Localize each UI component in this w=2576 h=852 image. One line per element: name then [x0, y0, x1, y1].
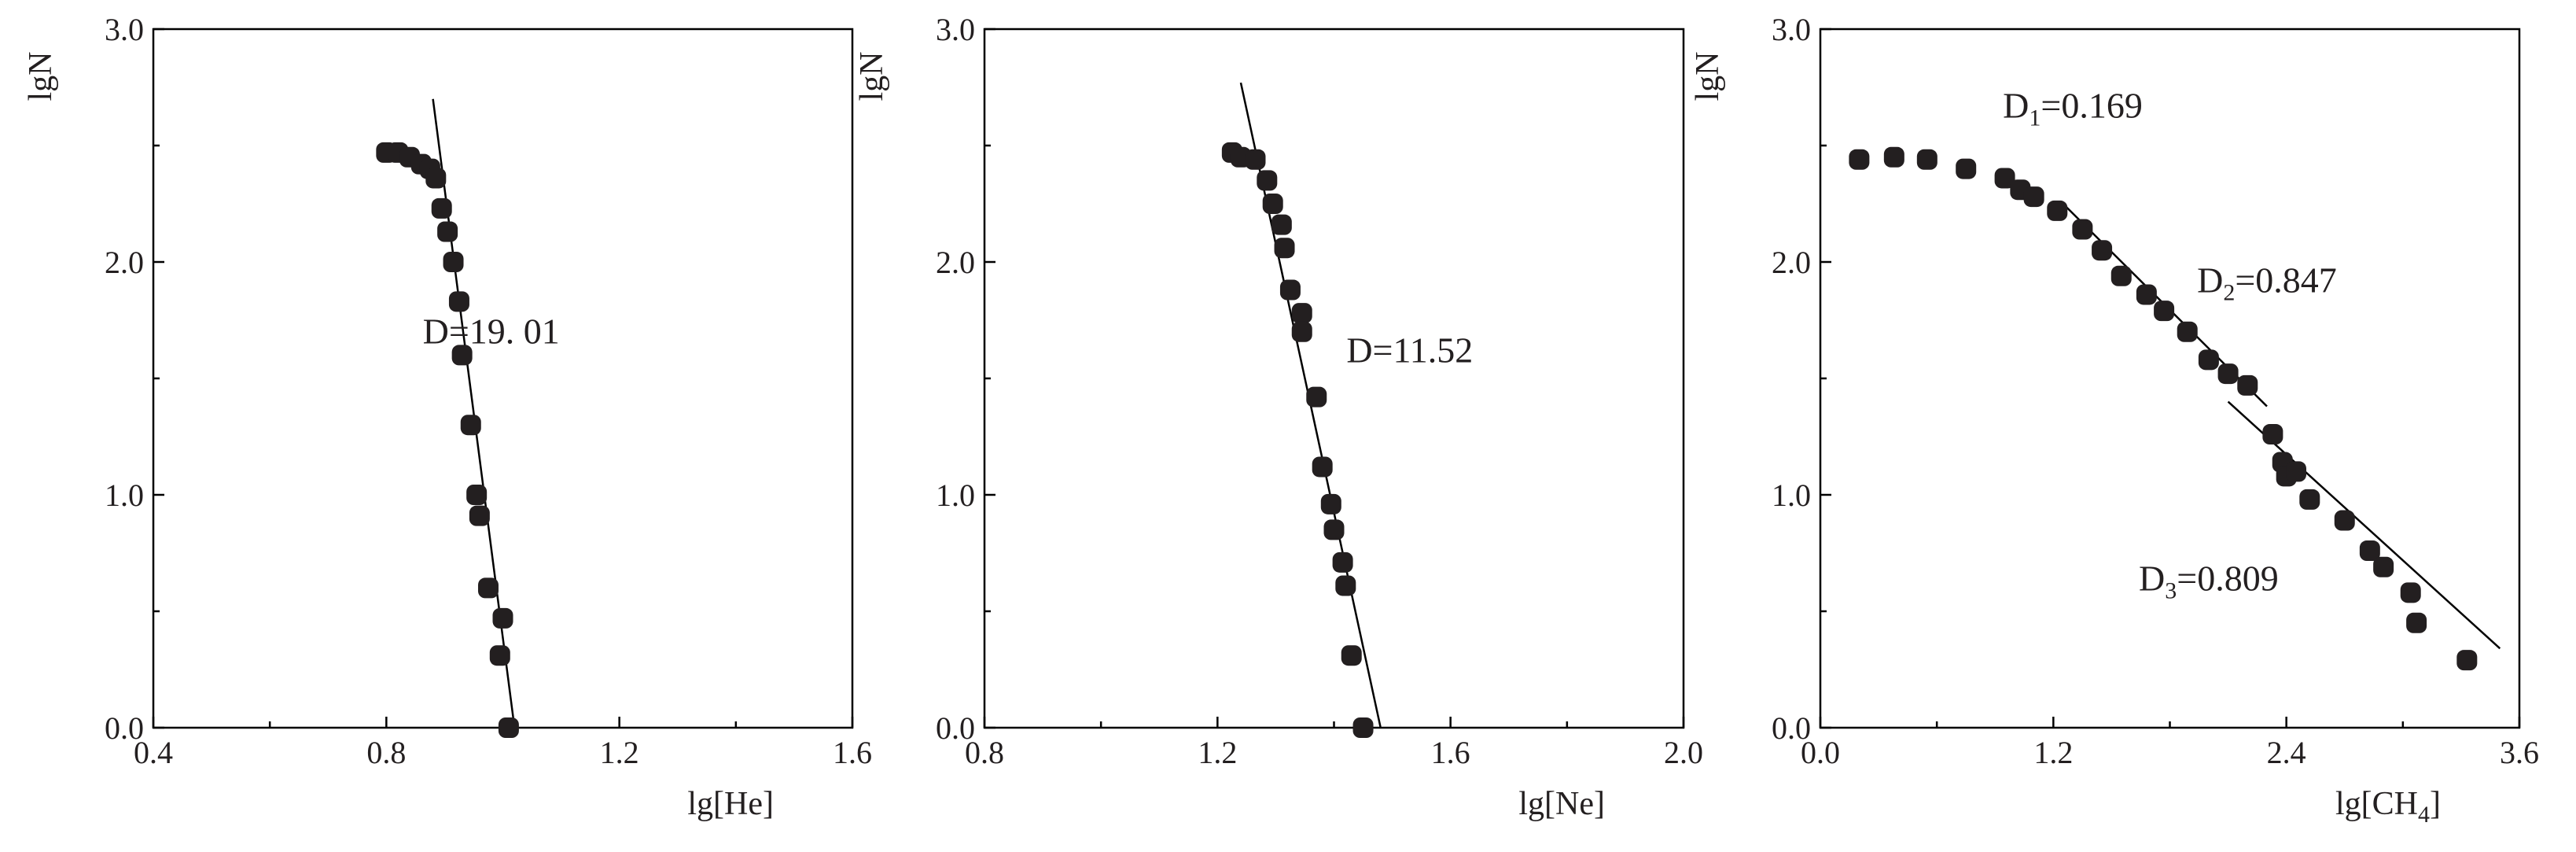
- data-point: [1323, 519, 1345, 540]
- y-axis-label: lgN: [23, 52, 59, 101]
- y-tick-label: 2.0: [936, 245, 975, 280]
- data-point: [2373, 556, 2394, 577]
- x-axis-label: lg[Ne]: [1518, 786, 1605, 822]
- data-point: [1916, 149, 1938, 170]
- plot-frame: [983, 28, 1685, 729]
- chart-panel-3: 0.0 1.2 2.4 3.6 0.0 1.0 2.0 3.0 lg[CH4] lgN D1=0.1…: [1690, 12, 2539, 828]
- slope-annotation: D=19. 01: [423, 312, 560, 352]
- y-axis-label: lgN: [854, 52, 890, 101]
- y-tick-label: 0.0: [1772, 710, 1811, 746]
- data-point: [2023, 186, 2044, 208]
- data-point: [2198, 349, 2219, 371]
- y-tick-label: 1.0: [105, 478, 144, 513]
- data-point: [2262, 424, 2283, 445]
- x-tick-label: 2.4: [2267, 735, 2306, 770]
- slope-annotation: D1=0.169: [2003, 85, 2143, 131]
- data-point: [451, 345, 473, 366]
- data-point: [1883, 146, 1904, 168]
- data-point: [1262, 194, 1283, 214]
- x-tick-label: 1.2: [2033, 735, 2073, 770]
- slope-annotation: D=11.52: [1346, 330, 1473, 370]
- data-point: [1257, 170, 1278, 191]
- data-point: [2217, 363, 2239, 385]
- data-point: [1956, 158, 1977, 179]
- data-point: [1352, 717, 1374, 738]
- data-point: [2136, 284, 2157, 305]
- y-tick-label: 0.0: [936, 710, 975, 746]
- data-point: [443, 252, 464, 272]
- y-tick-label: 3.0: [105, 12, 144, 47]
- data-point: [492, 607, 513, 629]
- data-point: [1994, 168, 2015, 189]
- x-axis-label: lg[He]: [687, 786, 774, 822]
- x-tick-label: 0.4: [134, 735, 173, 770]
- data-point: [437, 221, 458, 242]
- data-point: [2299, 489, 2320, 510]
- data-point: [469, 505, 490, 526]
- data-point: [425, 168, 447, 189]
- data-point: [2237, 374, 2258, 396]
- data-point: [2456, 650, 2478, 671]
- x-tick-label: 1.2: [1198, 735, 1237, 770]
- data-point: [1312, 456, 1333, 478]
- fit-line: [432, 98, 516, 728]
- y-axis-label: lgN: [1690, 52, 1726, 101]
- x-axis-label: lg[CH4]: [2335, 786, 2441, 828]
- chart-panel-1: 0.4 0.8 1.2 1.6 0.0 1.0 2.0 3.0 lg[He] lgN D=19. 0…: [23, 12, 872, 822]
- data-point: [1245, 149, 1266, 170]
- data-point: [1271, 214, 1292, 235]
- chart-panel-2: 0.8 1.2 1.6 2.0 0.0 1.0 2.0 3.0 lg[Ne] lgN D=11.52: [854, 12, 1703, 822]
- y-tick-label: 0.0: [105, 710, 144, 746]
- data-point: [1306, 386, 1327, 408]
- x-tick-label: 2.0: [1664, 735, 1703, 770]
- data-point: [460, 415, 481, 436]
- data-point: [466, 485, 488, 505]
- data-point: [431, 197, 452, 219]
- x-tick-label: 1.6: [833, 735, 872, 770]
- data-point: [2334, 510, 2355, 531]
- y-tick-label: 1.0: [936, 478, 975, 513]
- data-point: [448, 291, 469, 312]
- data-point: [2177, 321, 2198, 342]
- y-tick-label: 3.0: [1772, 12, 1811, 47]
- data-point: [489, 645, 510, 666]
- data-point: [2154, 301, 2175, 322]
- data-point: [1279, 279, 1301, 301]
- x-tick-label: 1.6: [1431, 735, 1470, 770]
- x-tick-label: 0.0: [1801, 735, 1840, 770]
- y-tick-label: 2.0: [1772, 245, 1811, 280]
- x-tick-label: 0.8: [965, 735, 1004, 770]
- data-point: [2072, 219, 2093, 240]
- data-point: [477, 577, 499, 599]
- data-point: [1335, 575, 1356, 596]
- data-point: [498, 717, 519, 738]
- slope-annotation: D3=0.809: [2139, 558, 2279, 603]
- data-point: [1332, 551, 1353, 573]
- data-point: [2400, 582, 2421, 603]
- y-tick-label: 1.0: [1772, 478, 1811, 513]
- data-point: [2047, 200, 2068, 221]
- y-tick-label: 3.0: [936, 12, 975, 47]
- x-tick-label: 3.6: [2500, 735, 2539, 770]
- x-tick-label: 1.2: [600, 735, 639, 770]
- slope-annotation: D2=0.847: [2197, 260, 2337, 305]
- data-point: [1320, 493, 1341, 515]
- data-point: [1291, 303, 1312, 324]
- data-point: [1341, 645, 1362, 666]
- y-tick-label: 2.0: [105, 245, 144, 280]
- data-point: [2286, 461, 2307, 482]
- data-point: [2110, 265, 2132, 286]
- data-point: [1849, 149, 1870, 170]
- data-point: [2092, 240, 2113, 261]
- data-point: [2359, 540, 2380, 562]
- data-point: [2406, 612, 2427, 633]
- x-tick-label: 0.8: [366, 735, 406, 770]
- data-point: [1274, 238, 1295, 259]
- data-point: [1291, 321, 1312, 342]
